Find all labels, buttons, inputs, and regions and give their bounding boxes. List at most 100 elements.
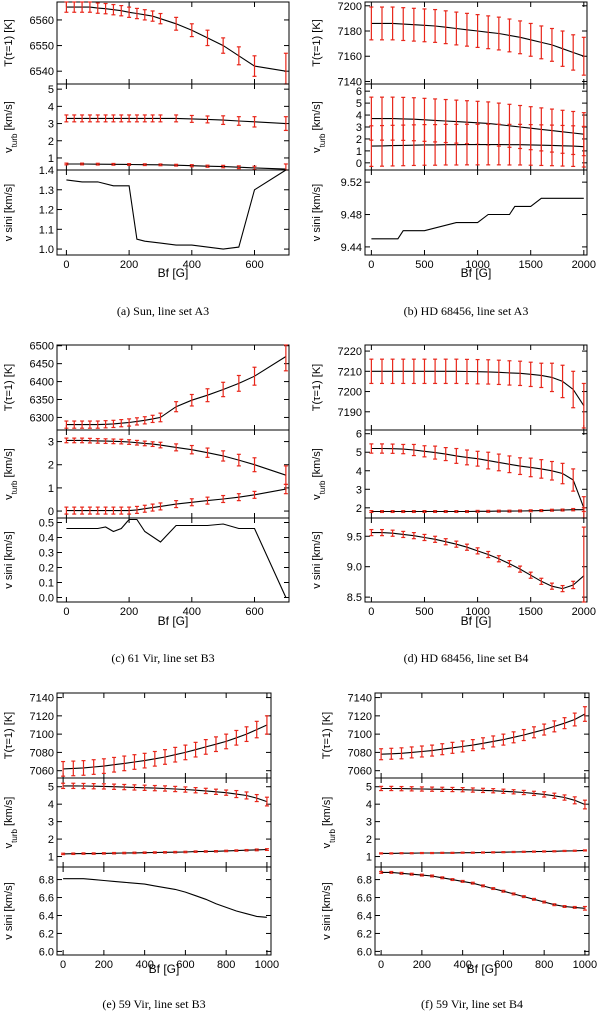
y-tick-label: 7060 (30, 766, 54, 778)
y-tick-label: 6560 (30, 15, 54, 27)
panel-frame (56, 344, 290, 431)
x-tick-label: 1500 (518, 259, 542, 271)
y-tick-label: 9.52 (341, 177, 362, 189)
y-tick-label: 1.2 (39, 205, 54, 217)
y-tick-label: 2 (356, 134, 362, 146)
y-tick-label: 7120 (30, 711, 54, 723)
x-tick-label: 2000 (572, 259, 596, 271)
y-tick-label: 6 (356, 86, 362, 98)
x-tick-label: 0 (63, 606, 69, 618)
x-tick-label: 800 (217, 959, 235, 971)
x-tick-label: 500 (415, 606, 433, 618)
series-line (66, 356, 287, 426)
y-axis-label: vturb [km/s] (311, 448, 327, 500)
y-tick-label: 3 (48, 817, 54, 829)
x-axis-label: Bf [G] (467, 962, 498, 976)
series-line (63, 878, 267, 918)
y-tick-label: 1 (48, 153, 54, 165)
x-tick-label: 200 (95, 959, 113, 971)
y-tick-label: 4 (356, 110, 362, 122)
series-line (66, 117, 286, 125)
series-line (66, 169, 287, 250)
y-tick-label: 6.4 (357, 910, 372, 922)
y-tick-label: 1 (48, 852, 54, 864)
y-tick-label: 0.1 (39, 578, 54, 590)
y-tick-label: 3 (48, 119, 54, 131)
y-tick-label: 4 (356, 466, 362, 478)
panel-frame (374, 866, 590, 956)
y-tick-label: 3 (48, 437, 54, 449)
y-tick-label: 5 (48, 782, 54, 794)
y-tick-label: 1.1 (39, 224, 54, 236)
subfigure-caption: (a) Sun, line set A3 (117, 304, 209, 318)
y-tick-label: 6400 (30, 377, 54, 389)
y-tick-label: 2 (48, 136, 54, 148)
y-tick-label: 7200 (338, 387, 362, 399)
y-tick-label: 2 (356, 503, 362, 515)
y-tick-label: 0.4 (39, 533, 54, 545)
x-tick-label: 400 (135, 959, 153, 971)
y-tick-label: 6.6 (39, 893, 54, 905)
series-line (66, 163, 286, 170)
y-tick-label: 3 (356, 484, 362, 496)
y-tick-label: 7180 (338, 26, 362, 38)
y-tick-label: 6550 (30, 41, 54, 53)
y-axis-label: v sini [km/s] (3, 531, 15, 588)
series-line (371, 197, 584, 240)
y-axis-label: v sini [km/s] (311, 531, 323, 588)
y-tick-label: 0.5 (39, 518, 54, 530)
panel-frame (364, 429, 588, 519)
y-tick-label: 9.0 (347, 562, 362, 574)
y-tick-label: 5 (356, 447, 362, 459)
y-tick-label: 5 (356, 98, 362, 110)
y-tick-label: 6350 (30, 395, 54, 407)
y-axis-label: T(τ=1) [K] (321, 712, 333, 759)
x-axis-label: Bf [G] (461, 614, 492, 628)
y-axis-label: T(τ=1) [K] (3, 19, 15, 66)
x-axis-label: Bf [G] (158, 614, 189, 628)
y-tick-label: 1.4 (39, 165, 54, 177)
y-tick-label: 7200 (338, 1, 362, 13)
y-tick-label: 3 (356, 122, 362, 134)
y-tick-label: 6.6 (357, 893, 372, 905)
x-tick-label: 1500 (518, 606, 542, 618)
x-tick-label: 200 (120, 259, 138, 271)
subfigure-caption: (c) 61 Vir, line set B3 (111, 651, 214, 665)
y-tick-label: 7100 (348, 729, 372, 741)
x-tick-label: 600 (245, 259, 263, 271)
y-tick-label: 6300 (30, 412, 54, 424)
panel-frame (364, 169, 588, 256)
y-tick-label: 9.48 (341, 210, 362, 222)
x-axis-label: Bf [G] (158, 266, 189, 280)
y-tick-label: 6.8 (357, 875, 372, 887)
y-tick-label: 6 (356, 429, 362, 441)
panel-frame (56, 866, 272, 956)
y-tick-label: 7210 (338, 366, 362, 378)
y-tick-label: 0.2 (39, 563, 54, 575)
panel-frame (56, 517, 290, 603)
y-axis-label: v sini [km/s] (3, 882, 15, 939)
subfigure-caption: (f) 59 Vir, line set B4 (421, 997, 523, 1011)
x-tick-label: 1000 (465, 259, 489, 271)
y-axis-label: vturb [km/s] (311, 101, 327, 153)
x-tick-label: 500 (415, 259, 433, 271)
x-tick-label: 800 (535, 959, 553, 971)
subfigure-caption: (b) HD 68456, line set A3 (404, 304, 529, 318)
y-tick-label: 7080 (348, 747, 372, 759)
subfigure-caption: (e) 59 Vir, line set B3 (102, 997, 205, 1011)
y-tick-label: 6.2 (39, 928, 54, 940)
y-tick-label: 6500 (30, 341, 54, 353)
y-tick-label: 5 (366, 782, 372, 794)
y-tick-label: 1.3 (39, 185, 54, 197)
y-tick-label: 7080 (30, 747, 54, 759)
y-tick-label: 9.5 (347, 531, 362, 543)
y-tick-label: 6.0 (357, 946, 372, 958)
y-axis-label: v sini [km/s] (311, 184, 323, 241)
x-tick-label: 600 (176, 959, 194, 971)
panel-frame (374, 692, 590, 779)
y-axis-label: vturb [km/s] (321, 797, 337, 849)
y-tick-label: 9.44 (341, 242, 362, 254)
y-tick-label: 2 (48, 834, 54, 846)
x-tick-label: 1000 (573, 959, 597, 971)
series-line (371, 532, 585, 590)
